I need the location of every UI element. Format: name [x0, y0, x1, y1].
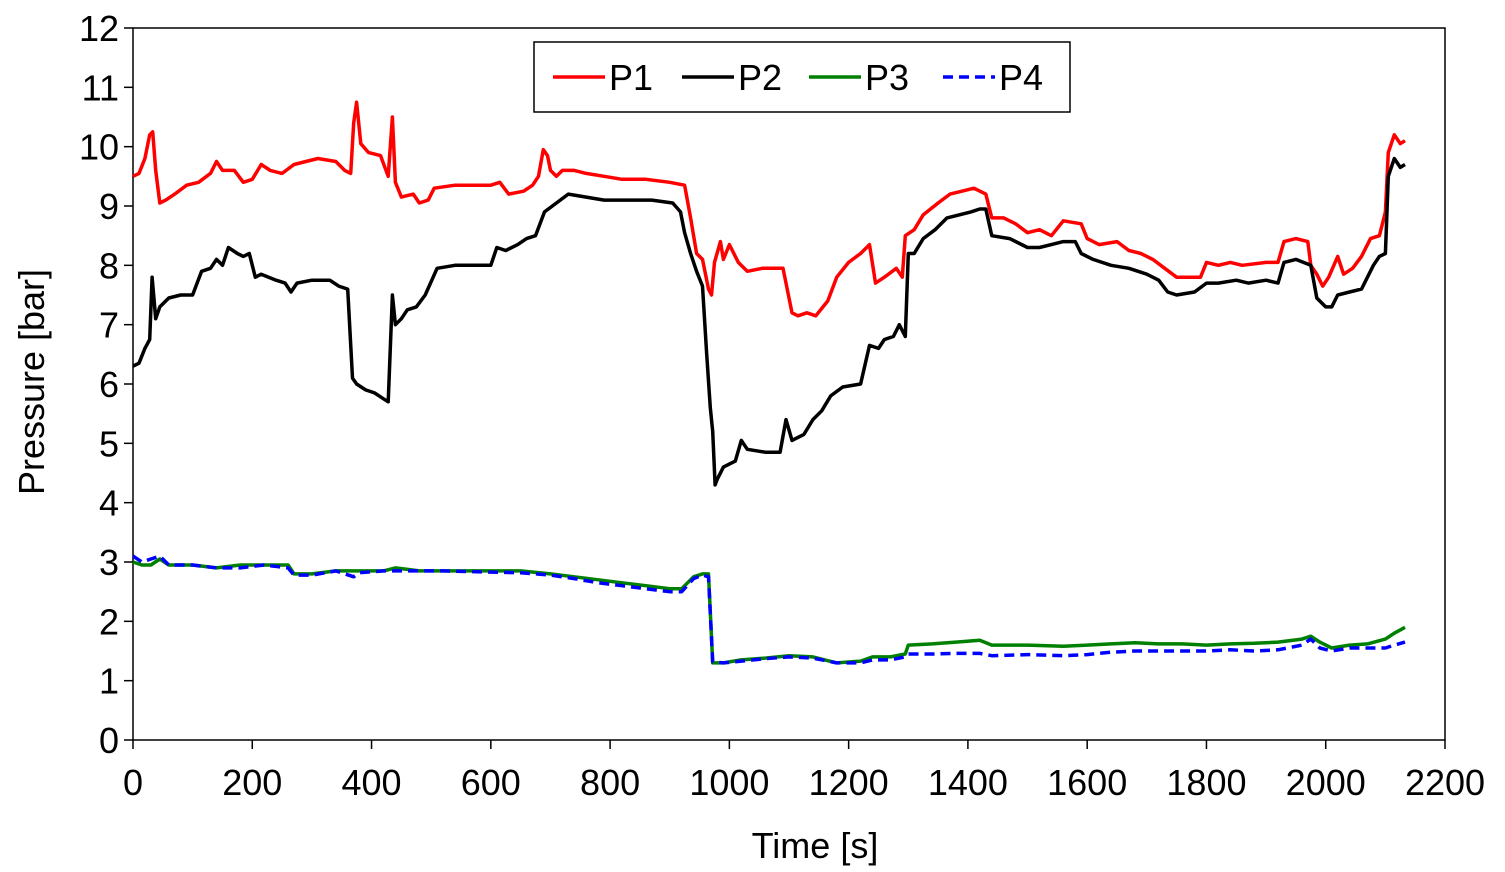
legend-label-p2: P2	[738, 57, 782, 98]
x-tick-label: 800	[580, 762, 640, 803]
y-tick-label: 12	[79, 8, 119, 49]
x-axis-title: Time [s]	[752, 825, 879, 866]
x-tick-label: 1000	[689, 762, 769, 803]
y-tick-label: 9	[99, 186, 119, 227]
y-tick-label: 10	[79, 127, 119, 168]
y-axis-title: Pressure [bar]	[11, 269, 52, 495]
x-tick-label: 1800	[1166, 762, 1246, 803]
x-tick-label: 1600	[1047, 762, 1127, 803]
x-tick-label: 1200	[809, 762, 889, 803]
x-tick-label: 1400	[928, 762, 1008, 803]
y-tick-label: 8	[99, 245, 119, 286]
series-line-p1	[132, 100, 1406, 318]
series-line-p2	[132, 156, 1406, 487]
x-tick-label: 400	[342, 762, 402, 803]
y-tick-label: 4	[99, 483, 119, 524]
y-tick-label: 3	[99, 542, 119, 583]
series-line-p4	[132, 554, 1406, 665]
y-tick-label: 2	[99, 601, 119, 642]
x-tick-label: 2200	[1405, 762, 1485, 803]
y-tick-label: 7	[99, 305, 119, 346]
x-tick-label: 2000	[1286, 762, 1366, 803]
x-tick-label: 200	[222, 762, 282, 803]
y-tick-label: 0	[99, 720, 119, 761]
x-tick-label: 600	[461, 762, 521, 803]
legend-label-p4: P4	[999, 57, 1043, 98]
legend-label-p3: P3	[865, 57, 909, 98]
y-tick-label: 11	[82, 67, 119, 108]
y-tick-label: 5	[99, 423, 119, 464]
y-tick-label: 1	[99, 661, 119, 702]
legend-label-p1: P1	[609, 57, 653, 98]
x-tick-label: 0	[123, 762, 143, 803]
y-tick-label: 6	[99, 364, 119, 405]
